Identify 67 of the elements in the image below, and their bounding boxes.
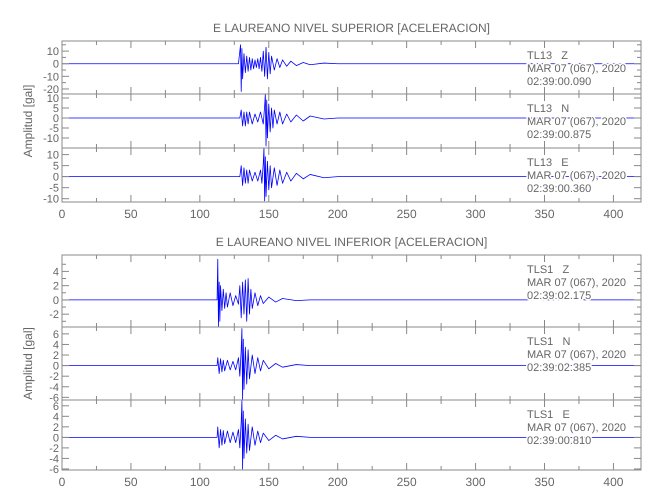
y-tick-label: -4 — [49, 453, 59, 466]
y-tick-label: -5 — [49, 182, 59, 195]
annotation: TL13 Z — [527, 50, 568, 62]
annotation: TLS1 E — [527, 409, 570, 421]
y-tick-label: 4 — [52, 266, 59, 278]
y-tick-label: -10 — [43, 133, 59, 145]
annotation: 02:39:02.175 — [527, 290, 592, 302]
x-tick-label: 50 — [124, 475, 138, 489]
x-tick-label: 300 — [466, 207, 486, 221]
x-tick-label: 250 — [396, 207, 417, 221]
annotation: TL13 E — [527, 157, 569, 169]
y-tick-label: 0 — [52, 172, 59, 184]
chart-title: E LAUREANO NIVEL INFERIOR [ACELERACION] — [216, 235, 488, 249]
x-tick-label: 100 — [190, 475, 210, 489]
y-tick-label: 4 — [52, 339, 59, 352]
annotation: 02:39:00.875 — [527, 129, 592, 141]
x-tick-label: 50 — [124, 207, 138, 221]
x-tick-label: 200 — [328, 475, 348, 489]
x-tick-label: 150 — [258, 475, 280, 489]
x-tick-label: 350 — [534, 207, 555, 221]
y-tick-label: 2 — [52, 280, 59, 293]
annotation: 02:39:00.360 — [527, 183, 592, 195]
y-tick-label: 0 — [52, 432, 59, 444]
annotation: TL13 N — [527, 103, 570, 115]
y-tick-label: -6 — [49, 464, 59, 476]
chart-title: E LAUREANO NIVEL SUPERIOR [ACELERACION] — [213, 21, 490, 35]
y-tick-label: 0 — [52, 113, 59, 125]
x-tick-label: 200 — [328, 207, 348, 221]
annotation: MAR 07 (067), 2020 — [527, 116, 626, 128]
annotation: MAR 07 (067), 2020 — [527, 63, 626, 75]
y-tick-label: 0 — [52, 58, 59, 71]
y-tick-label: 2 — [52, 350, 59, 362]
y-axis-title: Amplitud [gal] — [21, 84, 35, 158]
y-tick-label: 6 — [52, 328, 59, 341]
y-tick-label: 10 — [46, 150, 59, 162]
y-tick-label: -2 — [49, 309, 59, 322]
x-tick-label: 250 — [396, 475, 417, 489]
x-tick-label: 150 — [258, 207, 280, 221]
y-tick-label: -20 — [43, 84, 59, 96]
annotation: MAR 07 (067), 2020 — [527, 422, 626, 434]
y-tick-label: 0 — [52, 294, 59, 307]
y-tick-label: 5 — [52, 103, 59, 115]
x-tick-label: 350 — [534, 475, 555, 489]
y-tick-label: 4 — [52, 411, 59, 424]
y-tick-label: 5 — [52, 160, 59, 173]
y-tick-label: 0 — [52, 360, 59, 373]
annotation: TLS1 Z — [527, 264, 570, 276]
annotation: TLS1 N — [527, 336, 570, 348]
x-tick-label: 400 — [603, 475, 624, 489]
y-tick-label: 2 — [52, 422, 59, 434]
y-tick-label: -4 — [49, 382, 59, 394]
x-tick-label: 100 — [190, 207, 210, 221]
y-tick-label: 10 — [46, 46, 59, 58]
annotation: MAR 07 (067), 2020 — [527, 349, 626, 361]
y-tick-label: -10 — [43, 71, 59, 84]
annotation: 02:39:00.090 — [527, 76, 592, 88]
y-tick-label: -10 — [43, 194, 59, 206]
y-axis-title: Amplitud [gal] — [21, 327, 35, 400]
y-tick-label: -5 — [49, 123, 59, 135]
x-tick-label: 400 — [603, 207, 624, 221]
annotation: 02:39:00.810 — [527, 435, 592, 447]
y-tick-label: 10 — [46, 93, 59, 105]
annotation: MAR 07 (067), 2020 — [527, 277, 626, 289]
y-tick-label: -2 — [49, 442, 59, 455]
y-tick-label: 6 — [52, 400, 59, 413]
y-tick-label: -2 — [49, 371, 59, 384]
x-tick-label: 300 — [466, 475, 486, 489]
